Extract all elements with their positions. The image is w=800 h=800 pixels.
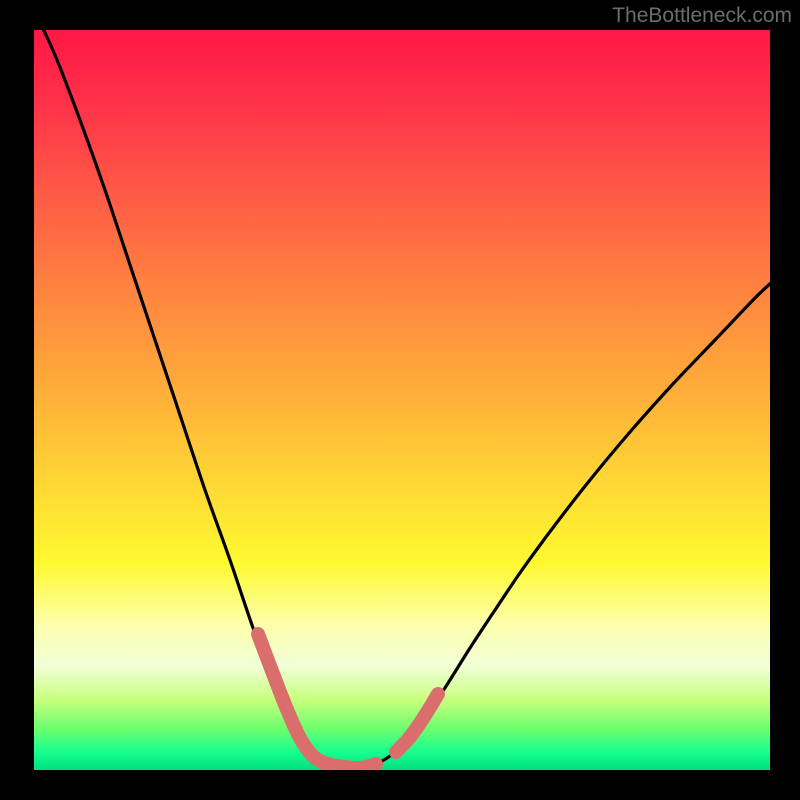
bottleneck-curve-chart	[0, 0, 800, 800]
chart-canvas: TheBottleneck.com	[0, 0, 800, 800]
